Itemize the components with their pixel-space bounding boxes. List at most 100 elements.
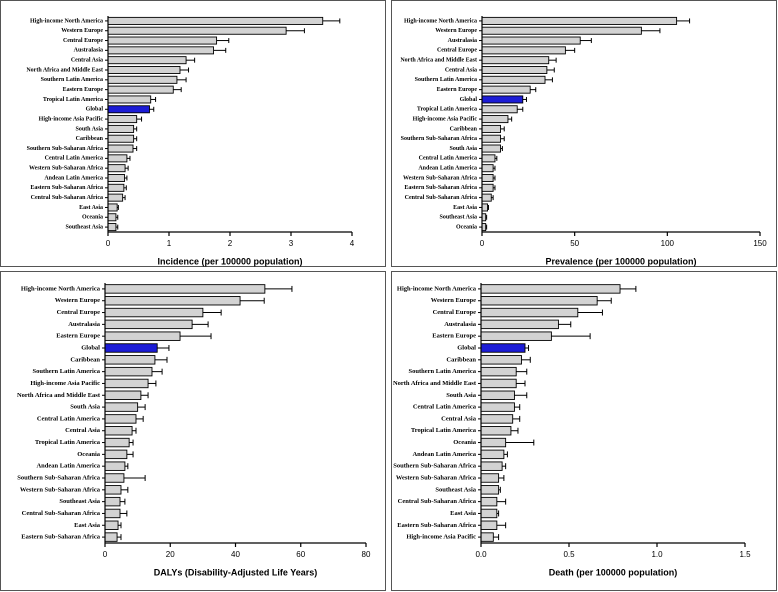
bar (480, 473, 500, 483)
bar (481, 56, 550, 65)
bar (104, 496, 121, 507)
category-label: Southern Latin America (41, 77, 103, 83)
category-label: Oceania (77, 451, 100, 458)
category-label: Eastern Europe (432, 333, 476, 340)
category-label: North Africa and Middle East (17, 392, 101, 399)
category-label: North Africa and Middle East (26, 67, 103, 73)
bar (481, 95, 524, 104)
category-label: Southern Sub-Saharan Africa (393, 463, 476, 470)
bar (107, 193, 124, 202)
bar (104, 390, 142, 400)
bar (107, 164, 126, 173)
bar (481, 75, 546, 84)
category-label: Tropical Latin America (411, 427, 477, 434)
category-label: High-income Asia Pacific (30, 380, 100, 387)
bar (481, 124, 501, 133)
category-label: Western Europe (55, 297, 100, 304)
x-tick-label: 100 (661, 239, 675, 248)
bar (481, 183, 494, 192)
category-label: High-income Asia Pacific (406, 534, 476, 541)
bar (480, 307, 579, 318)
category-label: Central Latin America (37, 415, 101, 422)
category-label: High-income North America (30, 18, 103, 24)
category-label: Central Latin America (413, 404, 477, 411)
bar (480, 343, 526, 353)
category-label: Southern Latin America (415, 77, 477, 83)
panel-frame (391, 0, 777, 267)
bar (104, 378, 149, 389)
bar (104, 449, 128, 460)
bar (107, 26, 287, 35)
category-label: Central Europe (433, 309, 477, 316)
category-label: Central Europe (57, 309, 101, 316)
bar (480, 355, 522, 365)
category-label: Global (86, 107, 104, 113)
category-label: North Africa and Middle East (393, 380, 477, 387)
bar (480, 520, 498, 530)
category-label: Oceania (453, 439, 476, 446)
bar (480, 508, 498, 519)
category-label: Andean Latin America (36, 463, 100, 470)
category-label: Western Sub-Saharan Africa (403, 175, 477, 181)
bar (480, 496, 498, 507)
category-label: Andean Latin America (412, 451, 476, 458)
x-tick-label: 150 (753, 239, 767, 248)
bar (107, 105, 150, 114)
category-label: South Asia (446, 392, 477, 399)
panel-frame (0, 0, 386, 267)
bar (107, 203, 118, 212)
category-label: Western Europe (431, 297, 476, 304)
bar (480, 414, 514, 424)
bar (480, 378, 517, 389)
category-label: Central Asia (445, 67, 477, 73)
bar (104, 331, 181, 341)
x-tick-label: 4 (350, 239, 355, 248)
bar (480, 331, 552, 341)
bar (107, 124, 135, 133)
x-tick-label: 2 (228, 239, 233, 248)
bar (481, 85, 531, 94)
x-tick-label: 0 (106, 239, 111, 248)
bar (481, 164, 494, 173)
category-label: East Asia (74, 522, 101, 529)
bar (104, 473, 125, 483)
category-label: Central Asia (71, 58, 103, 64)
bar (107, 46, 214, 55)
category-label: Central Sub-Saharan Africa (398, 498, 477, 505)
category-label: Oceania (82, 215, 103, 221)
bar (480, 390, 515, 400)
panel-frame (0, 271, 386, 591)
category-label: Southern Sub-Saharan Africa (17, 474, 100, 481)
bar (107, 134, 135, 143)
bar (481, 144, 501, 153)
x-tick-label: 50 (570, 239, 579, 248)
x-axis-label: Death (per 100000 population) (549, 567, 678, 577)
category-label: Central Europe (437, 48, 477, 54)
category-label: Australasia (448, 38, 477, 44)
category-label: Southern Latin America (32, 368, 100, 375)
bar (480, 437, 507, 448)
bar (481, 16, 678, 25)
category-label: High-income Asia Pacific (413, 116, 478, 122)
bar (107, 115, 138, 124)
category-label: South Asia (75, 126, 103, 132)
bar (480, 366, 517, 377)
bar (481, 26, 642, 35)
bar (481, 134, 501, 143)
bar (480, 319, 559, 330)
bar (104, 343, 158, 353)
bar (481, 46, 566, 55)
bar (107, 16, 324, 25)
bar (481, 66, 548, 74)
bar (480, 296, 598, 306)
x-tick-label: 1.0 (651, 550, 663, 559)
bar (481, 203, 489, 212)
category-label: Tropical Latin America (35, 439, 101, 446)
category-label: High-income North America (21, 285, 101, 292)
category-label: Central Sub-Saharan Africa (31, 195, 103, 201)
x-tick-label: 0 (480, 239, 485, 248)
bar (481, 154, 496, 163)
category-label: Central Asia (65, 427, 101, 434)
bar (104, 307, 204, 318)
